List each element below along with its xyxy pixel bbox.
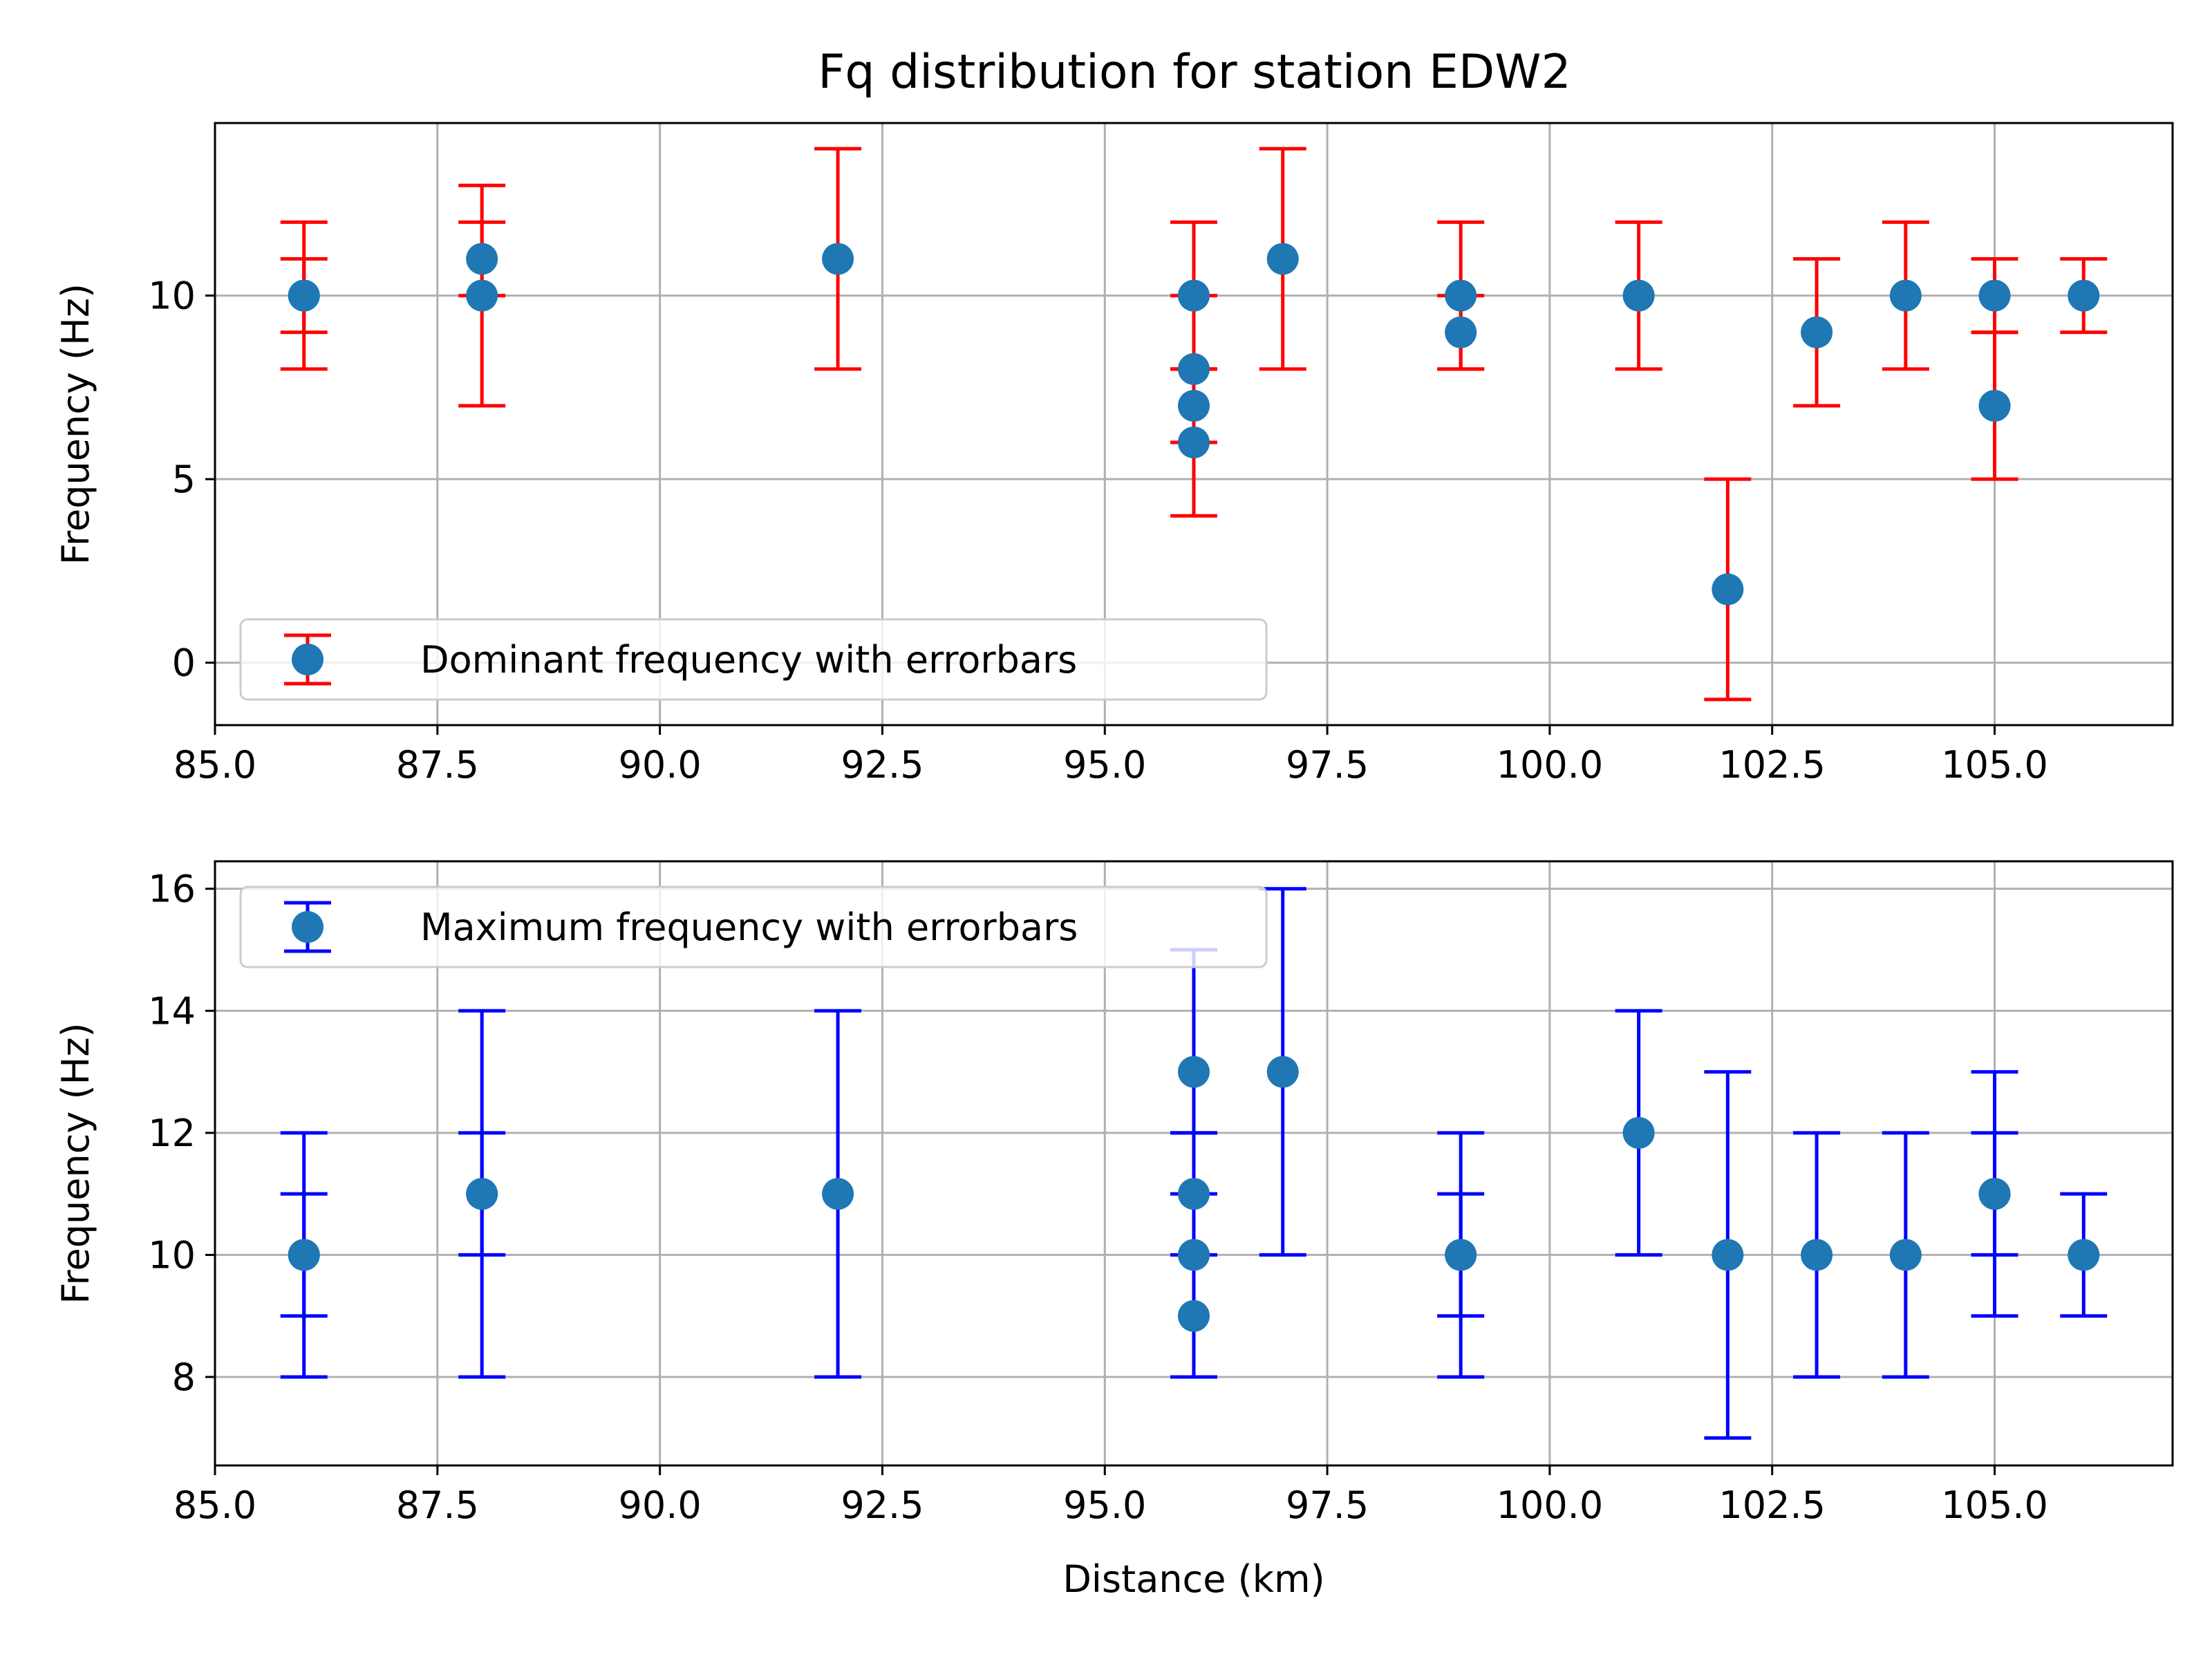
legend-label: Dominant frequency with errorbars (420, 638, 1077, 682)
chart-title: Fq distribution for station EDW2 (818, 45, 1571, 100)
data-point (1712, 573, 1744, 606)
legend-marker (292, 911, 324, 943)
data-point (1801, 1239, 1833, 1271)
legend-label: Maximum frequency with errorbars (420, 906, 1078, 949)
y-tick-label: 10 (148, 1233, 196, 1277)
x-tick-label: 105.0 (1941, 743, 2048, 787)
x-tick-label: 105.0 (1941, 1483, 2048, 1527)
y-tick-label: 16 (148, 868, 196, 911)
data-point (2068, 1239, 2100, 1271)
data-point (1178, 1300, 1210, 1332)
x-tick-label: 87.5 (396, 1483, 479, 1527)
y-tick-label: 5 (172, 458, 196, 501)
y-tick-label: 12 (148, 1112, 196, 1155)
data-point (1978, 279, 2011, 312)
data-point (1178, 1056, 1210, 1088)
data-point (1445, 316, 1477, 348)
x-tick-label: 90.0 (619, 743, 702, 787)
data-point (1178, 279, 1210, 312)
y-tick-label: 0 (172, 641, 196, 685)
axes-frame (214, 860, 2174, 1467)
x-tick-label: 85.0 (174, 1483, 256, 1527)
data-point (1978, 389, 2011, 422)
legend-box (239, 618, 1268, 701)
data-point (2068, 279, 2100, 312)
data-point (1801, 316, 1833, 348)
data-point (1178, 389, 1210, 422)
legend: Maximum frequency with errorbars (239, 885, 1268, 968)
maximum-frequency-panel: 85.0 87.5 90.0 92.5 95.0 97.5 100.0 102.5 105.0 8… (54, 860, 2174, 1601)
x-tick-label: 97.5 (1286, 1483, 1369, 1527)
data-point (822, 243, 854, 275)
data-point (1266, 243, 1299, 275)
x-tick-label: 92.5 (841, 743, 924, 787)
y-axis-label: Frequency (Hz) (54, 1022, 97, 1304)
y-tick-label: 14 (148, 989, 196, 1033)
x-tick-label: 87.5 (396, 743, 479, 787)
legend: Dominant frequency with errorbars (239, 618, 1268, 701)
data-point (1445, 279, 1477, 312)
data-point (822, 1178, 854, 1210)
data-point (1712, 1239, 1744, 1271)
x-tick-label: 95.0 (1063, 1483, 1146, 1527)
data-point (1622, 279, 1655, 312)
axes-frame (214, 122, 2174, 727)
data-point (288, 1239, 320, 1271)
data-point (1266, 1056, 1299, 1088)
x-tick-label: 97.5 (1286, 743, 1369, 787)
data-point (466, 1178, 498, 1210)
data-point (1889, 1239, 1922, 1271)
data-point (466, 243, 498, 275)
data-point (1178, 1239, 1210, 1271)
x-tick-label: 85.0 (174, 743, 256, 787)
data-point (466, 279, 498, 312)
data-point (1889, 279, 1922, 312)
y-tick-label: 10 (148, 274, 196, 318)
x-tick-label: 95.0 (1063, 743, 1146, 787)
y-axis-label: Frequency (Hz) (54, 283, 97, 565)
data-point (1178, 427, 1210, 459)
data-point (1978, 1178, 2011, 1210)
x-tick-label: 92.5 (841, 1483, 924, 1527)
x-tick-label: 100.0 (1497, 743, 1604, 787)
data-point (1445, 1239, 1477, 1271)
x-tick-label: 100.0 (1497, 1483, 1604, 1527)
x-tick-label: 90.0 (619, 1483, 702, 1527)
x-tick-label: 102.5 (1718, 743, 1826, 787)
legend-box (239, 885, 1268, 968)
data-point (1622, 1116, 1655, 1149)
data-point (1178, 353, 1210, 385)
data-point (1178, 1178, 1210, 1210)
legend-marker (292, 644, 324, 675)
data-point (288, 279, 320, 312)
y-tick-label: 8 (172, 1356, 196, 1399)
dominant-frequency-panel: 85.0 87.5 90.0 92.5 95.0 97.5 100.0 102.5 105.0 0… (54, 122, 2174, 787)
x-tick-label: 102.5 (1718, 1483, 1826, 1527)
x-axis-label: Distance (km) (1062, 1557, 1324, 1601)
